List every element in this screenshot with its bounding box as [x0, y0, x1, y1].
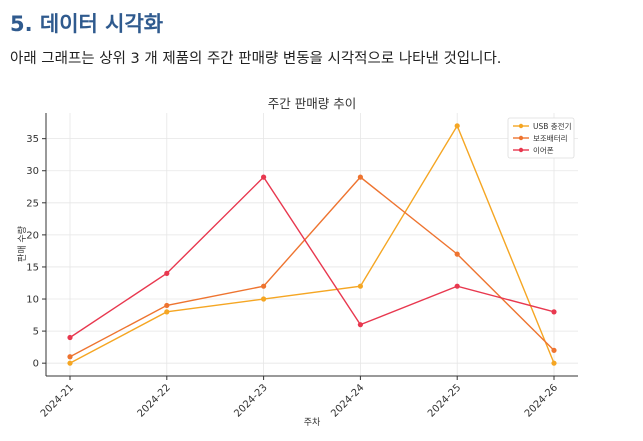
data-point	[67, 354, 73, 360]
data-point	[551, 309, 557, 315]
legend-swatch-marker	[518, 135, 524, 141]
y-tick-label: 10	[26, 295, 39, 306]
data-point	[454, 251, 460, 257]
legend-label: 이어폰	[533, 145, 554, 155]
legend-box	[507, 117, 575, 159]
chart-series	[67, 123, 557, 366]
series-line	[69, 176, 555, 358]
chart-description: 아래 그래프는 상위 3 개 제품의 주간 판매량 변동을 시각적으로 나타낸 …	[10, 51, 502, 67]
weekly-sales-line-chart: 주간 판매량 추이 0 5 10 15 20 25 30 35 2024-21 2024-22 20…	[16, 96, 578, 428]
data-point	[454, 283, 460, 289]
data-point	[164, 302, 170, 309]
x-tick-label: 2024-25	[426, 382, 463, 419]
y-tick-label: 25	[26, 198, 39, 209]
data-point	[261, 283, 267, 289]
data-point	[67, 360, 73, 366]
x-tick-label: 2024-22	[136, 382, 173, 419]
legend-label: USB 충전기	[533, 121, 571, 131]
data-point	[357, 283, 363, 289]
y-tick-label: 0	[33, 359, 39, 370]
data-point	[357, 174, 363, 180]
data-point	[164, 309, 170, 315]
y-tick-label: 35	[26, 134, 39, 145]
data-point	[67, 334, 73, 341]
x-tick-label: 2024-23	[232, 382, 269, 419]
data-point	[454, 123, 460, 129]
legend-swatch-marker	[518, 123, 524, 129]
section-heading: 5. 데이터 시각화	[10, 12, 164, 36]
y-tick-label: 30	[26, 166, 39, 177]
legend-label: 보조배터리	[533, 134, 568, 143]
data-point	[164, 270, 170, 276]
x-axis-label: 주차	[304, 416, 321, 428]
y-tick-label: 20	[26, 230, 39, 241]
grid-lines	[46, 113, 578, 376]
data-point	[357, 322, 363, 328]
data-point	[551, 347, 557, 353]
chart-axes: 0 5 10 15 20 25 30 35 2024-21 2024-22 2024-23 2024-…	[26, 113, 578, 420]
y-axis-label: 판매 수량	[16, 226, 28, 262]
data-point	[551, 360, 557, 366]
y-tick-label: 15	[26, 262, 39, 273]
y-tick-label: 5	[33, 327, 39, 338]
x-tick-label: 2024-24	[329, 382, 366, 419]
x-tick-label: 2024-21	[39, 382, 76, 419]
chart-title: 주간 판매량 추이	[268, 96, 356, 111]
legend-swatch-marker	[518, 147, 524, 153]
x-tick-label: 2024-26	[523, 382, 560, 419]
data-point	[261, 174, 267, 180]
series-line	[69, 124, 555, 364]
data-point	[261, 296, 267, 302]
series-line	[69, 176, 555, 339]
